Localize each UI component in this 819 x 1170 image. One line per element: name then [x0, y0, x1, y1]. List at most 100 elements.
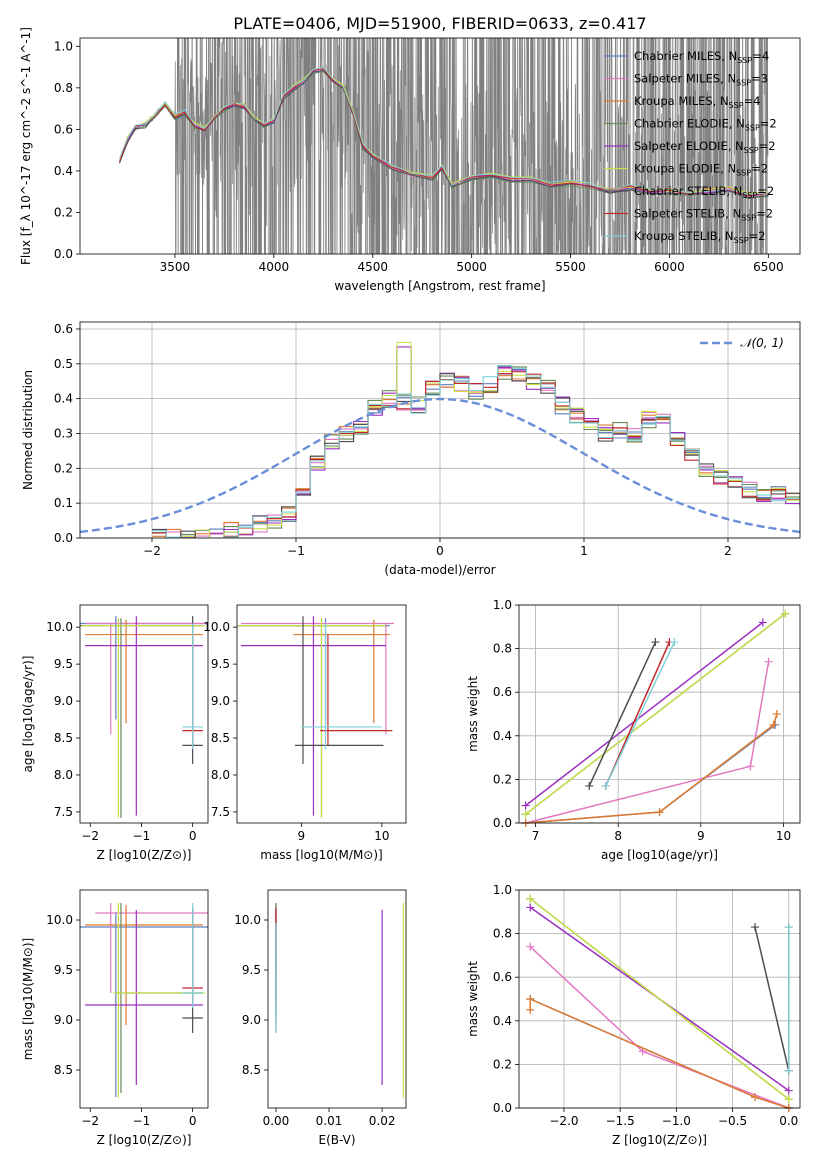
x-tick-label: 9 [298, 829, 306, 843]
point-salpeter-stelib [319, 634, 393, 746]
ebv-mass-panel: 0.00 0.01 0.02 8.5 9.0 9.5 10.0 E(B-V) [234, 889, 407, 1147]
point-salpeter-miles [85, 622, 208, 735]
x-axis-label: (data-model)/error [384, 563, 495, 577]
plot-frame [79, 37, 801, 255]
legend-label: Kroupa MILES, NSSP=4 [634, 94, 760, 110]
legend-label: Salpeter MILES, NSSP=3 [634, 72, 768, 88]
marker [670, 638, 679, 647]
error-bars [237, 616, 394, 818]
legend-label: Salpeter ELODIE, NSSP=2 [634, 139, 776, 155]
y-tick-label: 9.5 [54, 657, 73, 671]
x-tick-label: −1 [287, 544, 305, 558]
marker [758, 618, 767, 627]
weight-lines [521, 609, 790, 827]
x-tick-label: 0.01 [316, 1114, 343, 1128]
z-age-panel: −2 −1 0 7.5 8.0 8.5 9.0 9.5 10.0 Z [log10(Z/Z⊙)] a… [21, 604, 209, 862]
point-kroupa-elodie [237, 618, 386, 818]
y-tick-label: 0.3 [54, 426, 73, 440]
series-kroupa-stelib [605, 641, 676, 787]
y-tick-label: 8.5 [211, 731, 230, 745]
x-tick-label: 7 [532, 829, 540, 843]
y-tick-label: 0.2 [54, 205, 73, 219]
x-tick-label: 1 [580, 544, 588, 558]
y-tick-label: 0.5 [54, 357, 73, 371]
x-tick-label: 4500 [357, 260, 388, 274]
marker [784, 1095, 793, 1104]
point-chabrier-stelib [294, 616, 384, 764]
y-tick-label: 9.0 [242, 1013, 261, 1027]
y-tick-label: 9.5 [211, 657, 230, 671]
x-tick-label: −2 [81, 829, 99, 843]
series-chabrier-stelib [754, 926, 790, 1072]
plot-frame [518, 889, 801, 1109]
x-tick-label: 9 [697, 829, 705, 843]
marker [601, 781, 610, 790]
y-tick-label: 9.0 [54, 1013, 73, 1027]
x-tick-label: 0.0 [779, 1114, 798, 1128]
plot-frame [79, 321, 801, 539]
residuals-panel: −2 −1 0 1 2 0.0 0.1 0.2 0.3 0.4 0.5 0.6 (data-model)… [21, 321, 801, 577]
point-kroupa-elodie [82, 618, 206, 818]
marker [781, 609, 790, 618]
series-salpeter-stelib [605, 641, 671, 787]
y-tick-label: 0.6 [493, 685, 512, 699]
series-salpeter-miles [525, 661, 770, 824]
series-chabrier-stelib [588, 641, 657, 787]
marker [526, 1005, 535, 1014]
y-tick-label: 10.0 [46, 913, 73, 927]
x-axis-label: Z [log10(Z/Z⊙)] [612, 1133, 707, 1147]
observed-spectrum [119, 38, 769, 254]
marker [526, 942, 535, 951]
legend-label: Salpeter STELIB, NSSP=2 [634, 207, 773, 223]
y-tick-label: 10.0 [234, 913, 261, 927]
error-bars [80, 903, 208, 1098]
y-tick-label: 1.0 [493, 598, 512, 612]
x-axis-label: Z [log10(Z/Z⊙)] [97, 848, 192, 862]
y-tick-label: 8.5 [54, 1063, 73, 1077]
legend-label: Kroupa ELODIE, NSSP=2 [634, 162, 768, 178]
y-tick-label: 0.4 [54, 392, 73, 406]
histogram-kroupa-stelib [152, 364, 800, 538]
y-tick-label: 8.5 [54, 731, 73, 745]
series-chabrier-miles [525, 724, 776, 824]
marker [746, 762, 755, 771]
y-tick-label: 1.0 [493, 883, 512, 897]
x-tick-label: −0.5 [718, 1114, 747, 1128]
z-mass-panel: −2 −1 0 8.5 9.0 9.5 10.0 Z [log10(Z/Z⊙)] mass [l… [21, 889, 209, 1147]
marker [784, 1066, 793, 1075]
weight-lines [526, 894, 793, 1112]
marker [769, 720, 778, 729]
point-chabrier-elodie [237, 618, 386, 818]
figure-title: PLATE=0406, MJD=51900, FIBERID=0633, z=0… [233, 14, 646, 33]
plot-frame [518, 604, 801, 824]
plot-frame [267, 889, 407, 1109]
x-tick-label: −1.0 [662, 1114, 691, 1128]
point-chabrier-elodie [115, 903, 203, 1093]
z-weight-panel: −2.0 −1.5 −1.0 −0.5 0.0 0.0 0.2 0.4 0.6 0.8 1.0 Z [… [466, 883, 801, 1147]
normal-legend-label: 𝒩(0, 1) [740, 336, 784, 350]
x-tick-label: −2.0 [549, 1114, 578, 1128]
spectrum-legend: Chabrier MILES, NSSP=4 Salpeter MILES, NS… [604, 49, 777, 245]
histogram-lines [80, 341, 800, 538]
point-kroupa-elodie [113, 903, 206, 1098]
series-kroupa-miles [529, 997, 790, 1109]
marker [764, 657, 773, 666]
y-tick-label: 8.0 [54, 768, 73, 782]
plot-frame [79, 889, 209, 1109]
y-axis-label: mass [log10(M/M⊙)] [21, 938, 35, 1060]
y-tick-label: 0.2 [493, 772, 512, 786]
marker [526, 894, 535, 903]
x-tick-label: 0 [436, 544, 444, 558]
series-kroupa-miles [525, 713, 778, 824]
y-axis-label: mass weight [466, 961, 480, 1037]
x-tick-label: −2 [143, 544, 161, 558]
legend-label: Chabrier STELIB, NSSP=2 [634, 184, 774, 200]
marker [751, 1093, 760, 1102]
y-axis-label: mass weight [466, 676, 480, 752]
marker [784, 1086, 793, 1095]
y-tick-label: 0.6 [54, 322, 73, 336]
x-tick-label: 0.00 [263, 1114, 290, 1128]
x-tick-label: 0 [189, 1114, 197, 1128]
series-salpeter-elodie [525, 621, 764, 807]
x-tick-label: 10 [776, 829, 791, 843]
